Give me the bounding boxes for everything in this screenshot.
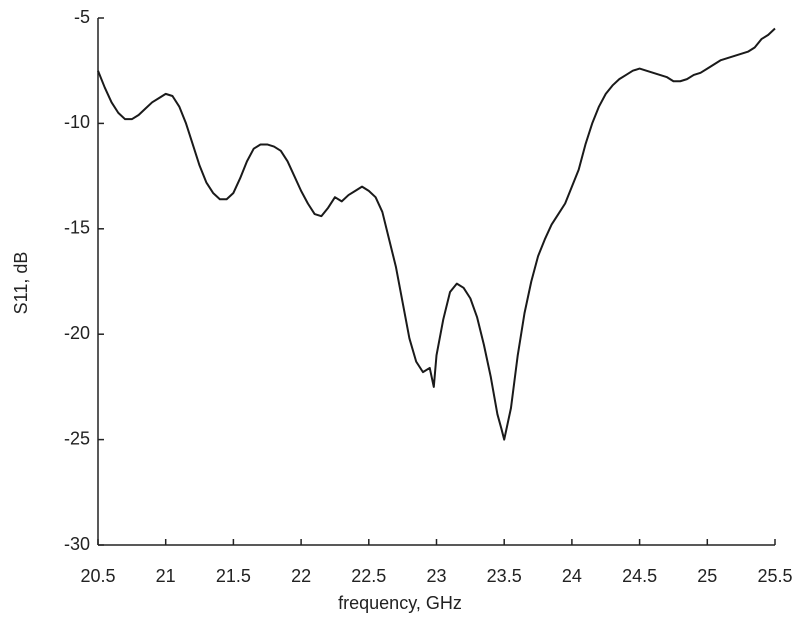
- y-tick-label: -20: [64, 323, 90, 343]
- x-tick-label: 20.5: [80, 566, 115, 586]
- x-axis-label: frequency, GHz: [338, 593, 462, 613]
- y-axis-label: S11, dB: [11, 252, 31, 315]
- x-tick-label: 24: [562, 566, 582, 586]
- y-tick-label: -30: [64, 534, 90, 554]
- x-tick-label: 23: [426, 566, 446, 586]
- x-tick-label: 22: [291, 566, 311, 586]
- x-tick-label: 22.5: [351, 566, 386, 586]
- y-tick-label: -10: [64, 112, 90, 132]
- y-tick-label: -15: [64, 218, 90, 238]
- x-tick-label: 23.5: [487, 566, 522, 586]
- y-tick-label: -25: [64, 428, 90, 448]
- x-tick-label: 25.5: [757, 566, 792, 586]
- x-tick-label: 24.5: [622, 566, 657, 586]
- x-tick-label: 21.5: [216, 566, 251, 586]
- data-line: [97, 27, 776, 441]
- y-tick-label: -5: [74, 7, 90, 27]
- x-tick-label: 21: [156, 566, 176, 586]
- x-tick-label: 25: [697, 566, 717, 586]
